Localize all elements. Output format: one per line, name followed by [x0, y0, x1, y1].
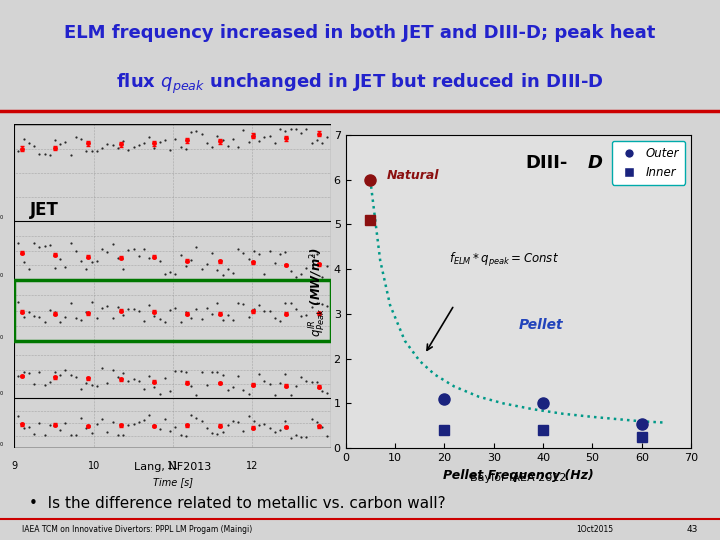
Text: •  Is the difference related to metallic vs. carbon wall?: • Is the difference related to metallic … [29, 496, 446, 511]
Text: 0: 0 [0, 335, 2, 340]
Text: ELM frequency increased in both JET and DIII-D; peak heat: ELM frequency increased in both JET and … [64, 24, 656, 42]
Text: Lang, NF2013: Lang, NF2013 [134, 462, 212, 472]
Text: Pellet: Pellet [518, 318, 563, 332]
Text: 10: 10 [87, 461, 100, 471]
Y-axis label: $q_{Peak}^{IR}$ (MW/m$^2$): $q_{Peak}^{IR}$ (MW/m$^2$) [308, 246, 328, 337]
Text: JET: JET [30, 201, 59, 219]
Text: 1Oct2015: 1Oct2015 [576, 525, 613, 534]
Text: 0: 0 [0, 215, 2, 220]
Text: 11: 11 [166, 461, 179, 471]
Text: Time [s]: Time [s] [153, 477, 193, 488]
Text: flux $q_{peak}$ unchanged in JET but reduced in DIII-D: flux $q_{peak}$ unchanged in JET but red… [116, 71, 604, 96]
Bar [14, 280, 331, 341]
Text: 9: 9 [12, 461, 17, 471]
Text: DIII-: DIII- [526, 154, 567, 172]
Text: Baylor IAEA 2012: Baylor IAEA 2012 [470, 473, 567, 483]
Text: 0: 0 [0, 442, 2, 447]
X-axis label: Pellet Frequency (Hz): Pellet Frequency (Hz) [443, 469, 594, 482]
Text: Natural: Natural [387, 169, 440, 182]
Text: 0: 0 [0, 273, 2, 278]
Text: IAEA TCM on Innovative Divertors: PPPL LM Progam (Maingi): IAEA TCM on Innovative Divertors: PPPL L… [22, 525, 252, 534]
Text: 0: 0 [0, 392, 2, 396]
Text: 12: 12 [246, 461, 258, 471]
Text: D: D [588, 154, 603, 172]
Text: 43: 43 [687, 525, 698, 534]
Text: $f_{ELM}*q_{peak}= Const$: $f_{ELM}*q_{peak}= Const$ [449, 251, 559, 269]
Legend: Outer, Inner: Outer, Inner [612, 141, 685, 185]
